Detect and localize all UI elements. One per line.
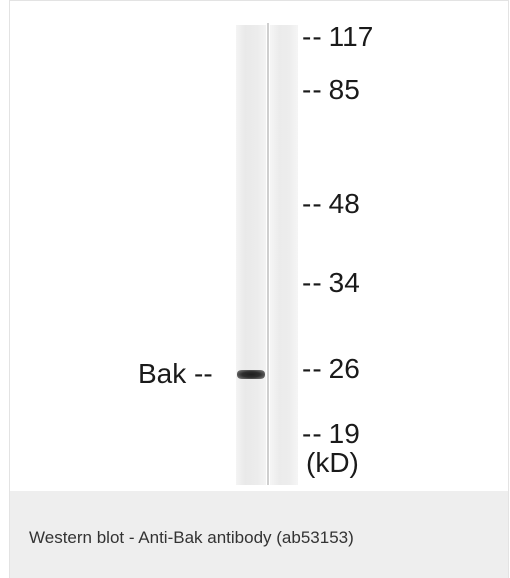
western-blot-image: Bak -- -- 117 -- 85 -- 48 -- 34 -- 26 -- 19 (k… bbox=[10, 1, 508, 491]
marker-label: 26 bbox=[328, 353, 360, 384]
marker-label: 48 bbox=[328, 188, 360, 219]
band-label: Bak -- bbox=[138, 360, 213, 388]
marker-dash: -- bbox=[302, 418, 323, 449]
marker-85: -- 85 bbox=[302, 76, 360, 104]
band-label-dash: -- bbox=[194, 358, 213, 389]
marker-dash: -- bbox=[302, 21, 323, 52]
figure-caption: Western blot - Anti-Bak antibody (ab5315… bbox=[29, 528, 354, 547]
lane-separator bbox=[267, 23, 269, 485]
marker-34: -- 34 bbox=[302, 269, 360, 297]
marker-48: -- 48 bbox=[302, 190, 360, 218]
caption-box: Western blot - Anti-Bak antibody (ab5315… bbox=[10, 491, 508, 578]
marker-26: -- 26 bbox=[302, 355, 360, 383]
bak-band bbox=[237, 370, 265, 379]
marker-19: -- 19 bbox=[302, 420, 360, 448]
figure-frame: Bak -- -- 117 -- 85 -- 48 -- 34 -- 26 -- 19 (k… bbox=[9, 0, 509, 578]
marker-117: -- 117 bbox=[302, 23, 373, 51]
blot-lane-1 bbox=[236, 25, 266, 485]
blot-lane-2 bbox=[270, 25, 298, 485]
marker-label: 85 bbox=[328, 74, 360, 105]
band-label-text: Bak bbox=[138, 358, 187, 389]
marker-label: 19 bbox=[328, 418, 360, 449]
marker-label: 117 bbox=[328, 21, 374, 52]
marker-dash: -- bbox=[302, 74, 323, 105]
marker-label: 34 bbox=[328, 267, 360, 298]
marker-dash: -- bbox=[302, 267, 323, 298]
molecular-weight-unit: (kD) bbox=[306, 447, 359, 478]
marker-dash: -- bbox=[302, 353, 323, 384]
marker-dash: -- bbox=[302, 188, 323, 219]
